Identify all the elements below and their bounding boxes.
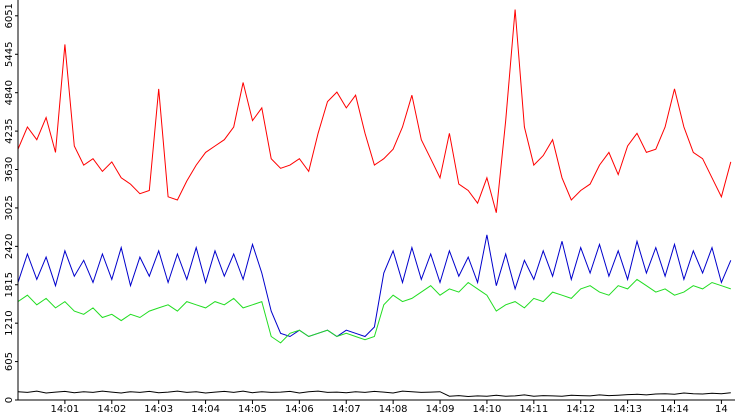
x-tick-label: 14:04 [191, 404, 220, 415]
x-tick-label: 14:08 [379, 404, 408, 415]
y-tick-label: 5445 [4, 42, 15, 67]
series-line [18, 234, 732, 338]
y-tick-label: 3630 [4, 157, 15, 182]
plot-area [18, 9, 732, 398]
x-tick-label: 14:07 [332, 404, 361, 415]
x-tick-label: 14:10 [473, 404, 502, 415]
series-line [18, 9, 732, 213]
x-tick-label: 14:03 [144, 404, 173, 415]
y-tick-label: 4840 [4, 80, 15, 105]
x-tick-label: 14:09 [426, 404, 455, 415]
x-tick-label: 14 [715, 404, 728, 415]
x-tick-label: 14:02 [97, 404, 126, 415]
y-tick-label: 2420 [4, 234, 15, 259]
y-tick-label: 1815 [4, 272, 15, 297]
y-tick-label: 605 [4, 352, 15, 371]
x-tick-label: 14:05 [238, 404, 267, 415]
series-line [18, 278, 731, 344]
x-tick-label: 14:12 [566, 404, 595, 415]
y-tick-label: 1210 [4, 310, 15, 335]
y-tick-label: 4235 [4, 118, 15, 143]
series-line [18, 390, 731, 398]
y-tick-label: 3025 [4, 195, 15, 220]
x-tick-label: 14:14 [660, 404, 689, 415]
x-tick-label: 14:13 [613, 404, 642, 415]
x-tick-label: 14:06 [285, 404, 314, 415]
x-tick-label: 14:01 [50, 404, 79, 415]
y-tick-label: 0 [4, 397, 15, 403]
x-tick-label: 14:11 [519, 404, 548, 415]
y-tick-label: 6051 [4, 3, 15, 28]
